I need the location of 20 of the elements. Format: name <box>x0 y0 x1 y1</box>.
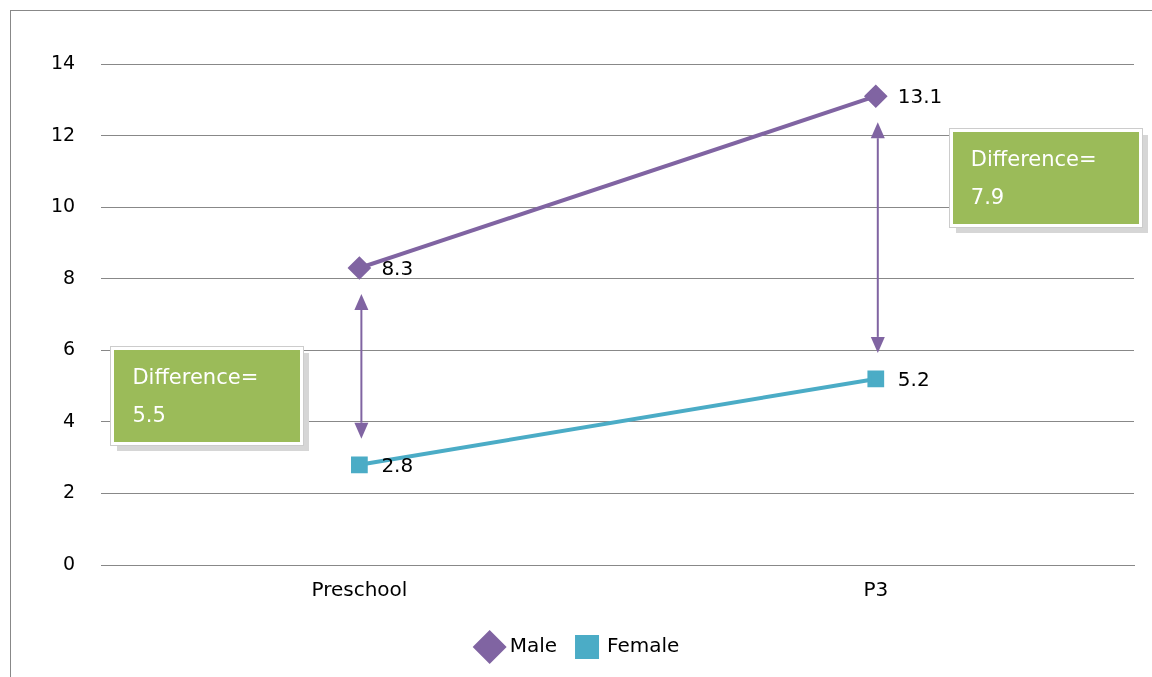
point <box>864 85 887 108</box>
legend-label: Male <box>509 633 558 658</box>
x-tick-label: P3 <box>863 577 889 602</box>
y-tick-label: 10 <box>50 194 76 217</box>
data-label: 2.8 <box>381 453 414 477</box>
point <box>348 256 371 279</box>
y-tick-label: 12 <box>50 122 76 145</box>
y-tick-label: 8 <box>63 265 76 288</box>
x-tick-label: Preschool <box>311 577 408 602</box>
data-label: 13.1 <box>897 84 943 109</box>
point <box>867 370 885 388</box>
y-tick-label: 0 <box>63 551 76 574</box>
data-label: 8.3 <box>381 256 414 281</box>
y-tick-label: 4 <box>63 408 76 431</box>
y-tick-label: 6 <box>63 337 76 360</box>
legend-label: Female <box>607 633 680 658</box>
point <box>351 456 368 474</box>
y-tick-label: 2 <box>63 480 76 503</box>
data-label: 5.2 <box>897 367 930 392</box>
y-tick-label: 14 <box>50 50 76 73</box>
